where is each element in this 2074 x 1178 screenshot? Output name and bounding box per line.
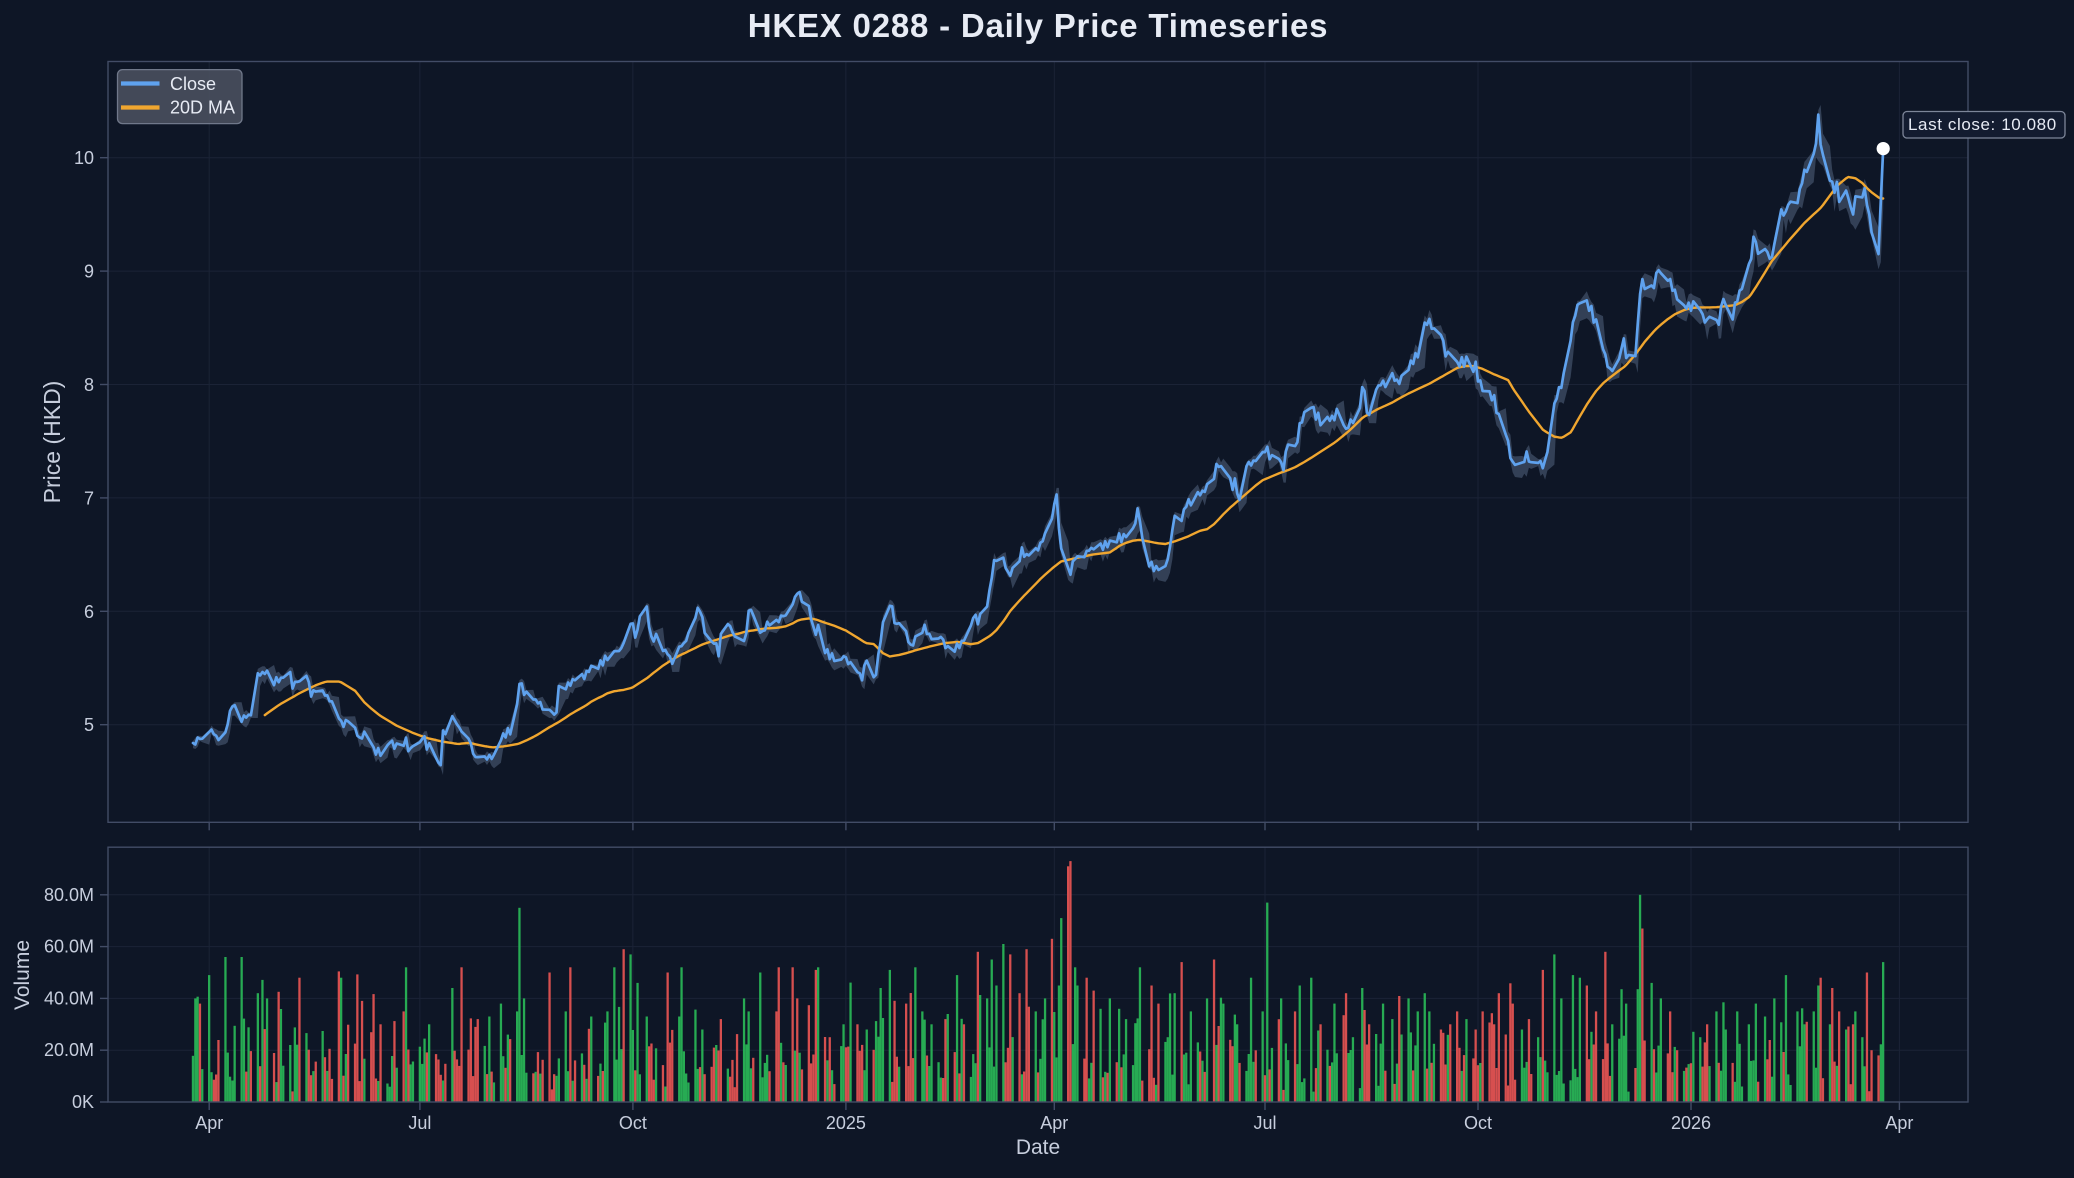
svg-text:0K: 0K: [72, 1092, 94, 1112]
svg-text:2025: 2025: [826, 1113, 866, 1133]
svg-text:20D MA: 20D MA: [170, 98, 235, 118]
svg-text:HKEX 0288 - Daily Price Timese: HKEX 0288 - Daily Price Timeseries: [748, 7, 1329, 44]
svg-text:2026: 2026: [1671, 1113, 1711, 1133]
svg-text:Price (HKD): Price (HKD): [39, 381, 65, 504]
svg-text:Date: Date: [1016, 1136, 1060, 1159]
svg-text:6: 6: [84, 602, 94, 622]
svg-text:Volume: Volume: [11, 940, 34, 1010]
svg-text:Oct: Oct: [1464, 1113, 1492, 1133]
svg-text:60.0M: 60.0M: [44, 937, 94, 957]
svg-text:Oct: Oct: [619, 1113, 647, 1133]
svg-text:9: 9: [84, 262, 94, 282]
svg-text:10: 10: [74, 148, 94, 168]
svg-text:Apr: Apr: [195, 1113, 223, 1133]
svg-text:Close: Close: [170, 74, 216, 94]
svg-text:80.0M: 80.0M: [44, 885, 94, 905]
svg-text:Apr: Apr: [1040, 1113, 1068, 1133]
svg-text:5: 5: [84, 715, 94, 735]
svg-text:Last close: 10.080: Last close: 10.080: [1908, 115, 2057, 134]
svg-text:20.0M: 20.0M: [44, 1040, 94, 1060]
svg-text:Jul: Jul: [1253, 1113, 1276, 1133]
svg-text:7: 7: [84, 488, 94, 508]
svg-text:40.0M: 40.0M: [44, 988, 94, 1008]
svg-text:Apr: Apr: [1885, 1113, 1913, 1133]
svg-text:Jul: Jul: [408, 1113, 431, 1133]
svg-text:8: 8: [84, 375, 94, 395]
